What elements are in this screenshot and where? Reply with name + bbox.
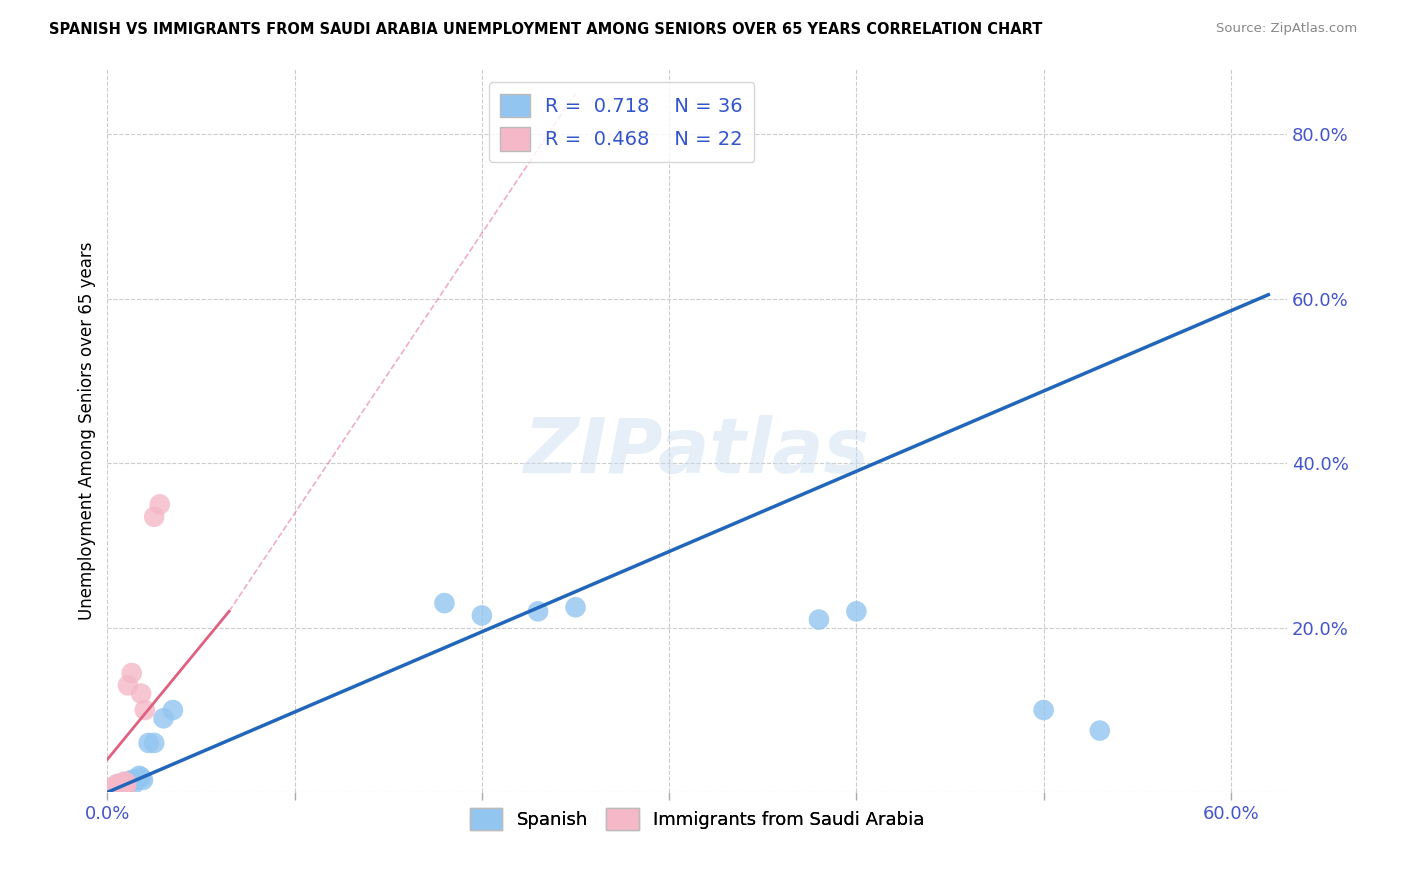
Point <box>115 780 138 794</box>
Point <box>112 775 135 789</box>
Point <box>121 772 143 787</box>
Point <box>117 678 139 692</box>
Point <box>105 782 128 797</box>
Point <box>564 600 586 615</box>
Point <box>107 780 129 794</box>
Point <box>107 781 129 796</box>
Point <box>105 779 128 793</box>
Point <box>110 778 132 792</box>
Point <box>129 687 152 701</box>
Point <box>101 782 124 797</box>
Point <box>111 779 134 793</box>
Point <box>152 711 174 725</box>
Point <box>117 775 139 789</box>
Point <box>1032 703 1054 717</box>
Point <box>105 777 128 791</box>
Point <box>111 780 134 795</box>
Point <box>101 782 124 797</box>
Point <box>107 782 129 797</box>
Text: Source: ZipAtlas.com: Source: ZipAtlas.com <box>1216 22 1357 36</box>
Point <box>100 781 122 796</box>
Point <box>104 780 127 794</box>
Point <box>138 736 160 750</box>
Point <box>124 772 146 787</box>
Point <box>149 497 172 511</box>
Point <box>1088 723 1111 738</box>
Point <box>115 775 138 789</box>
Point <box>134 703 156 717</box>
Text: ZIPatlas: ZIPatlas <box>524 415 870 489</box>
Point <box>110 782 132 797</box>
Point <box>118 774 141 789</box>
Point <box>143 736 166 750</box>
Point <box>845 604 868 618</box>
Y-axis label: Unemployment Among Seniors over 65 years: Unemployment Among Seniors over 65 years <box>79 241 96 620</box>
Point <box>527 604 550 618</box>
Point <box>100 781 122 796</box>
Point <box>143 509 166 524</box>
Point <box>104 780 127 795</box>
Point <box>111 778 134 792</box>
Point <box>112 774 135 789</box>
Point <box>115 777 138 791</box>
Point <box>111 781 134 796</box>
Legend: Spanish, Immigrants from Saudi Arabia: Spanish, Immigrants from Saudi Arabia <box>463 801 932 838</box>
Point <box>122 777 145 791</box>
Point <box>105 782 128 797</box>
Point <box>129 771 152 785</box>
Point <box>101 780 124 795</box>
Point <box>110 779 132 793</box>
Point <box>104 782 127 797</box>
Point <box>807 613 830 627</box>
Point <box>128 769 150 783</box>
Point <box>162 703 184 717</box>
Point <box>104 781 127 796</box>
Point <box>105 780 128 795</box>
Point <box>110 781 132 796</box>
Point <box>121 666 143 681</box>
Text: SPANISH VS IMMIGRANTS FROM SAUDI ARABIA UNEMPLOYMENT AMONG SENIORS OVER 65 YEARS: SPANISH VS IMMIGRANTS FROM SAUDI ARABIA … <box>49 22 1043 37</box>
Point <box>433 596 456 610</box>
Point <box>107 777 129 791</box>
Point <box>471 608 494 623</box>
Point <box>112 780 135 794</box>
Point <box>132 772 155 787</box>
